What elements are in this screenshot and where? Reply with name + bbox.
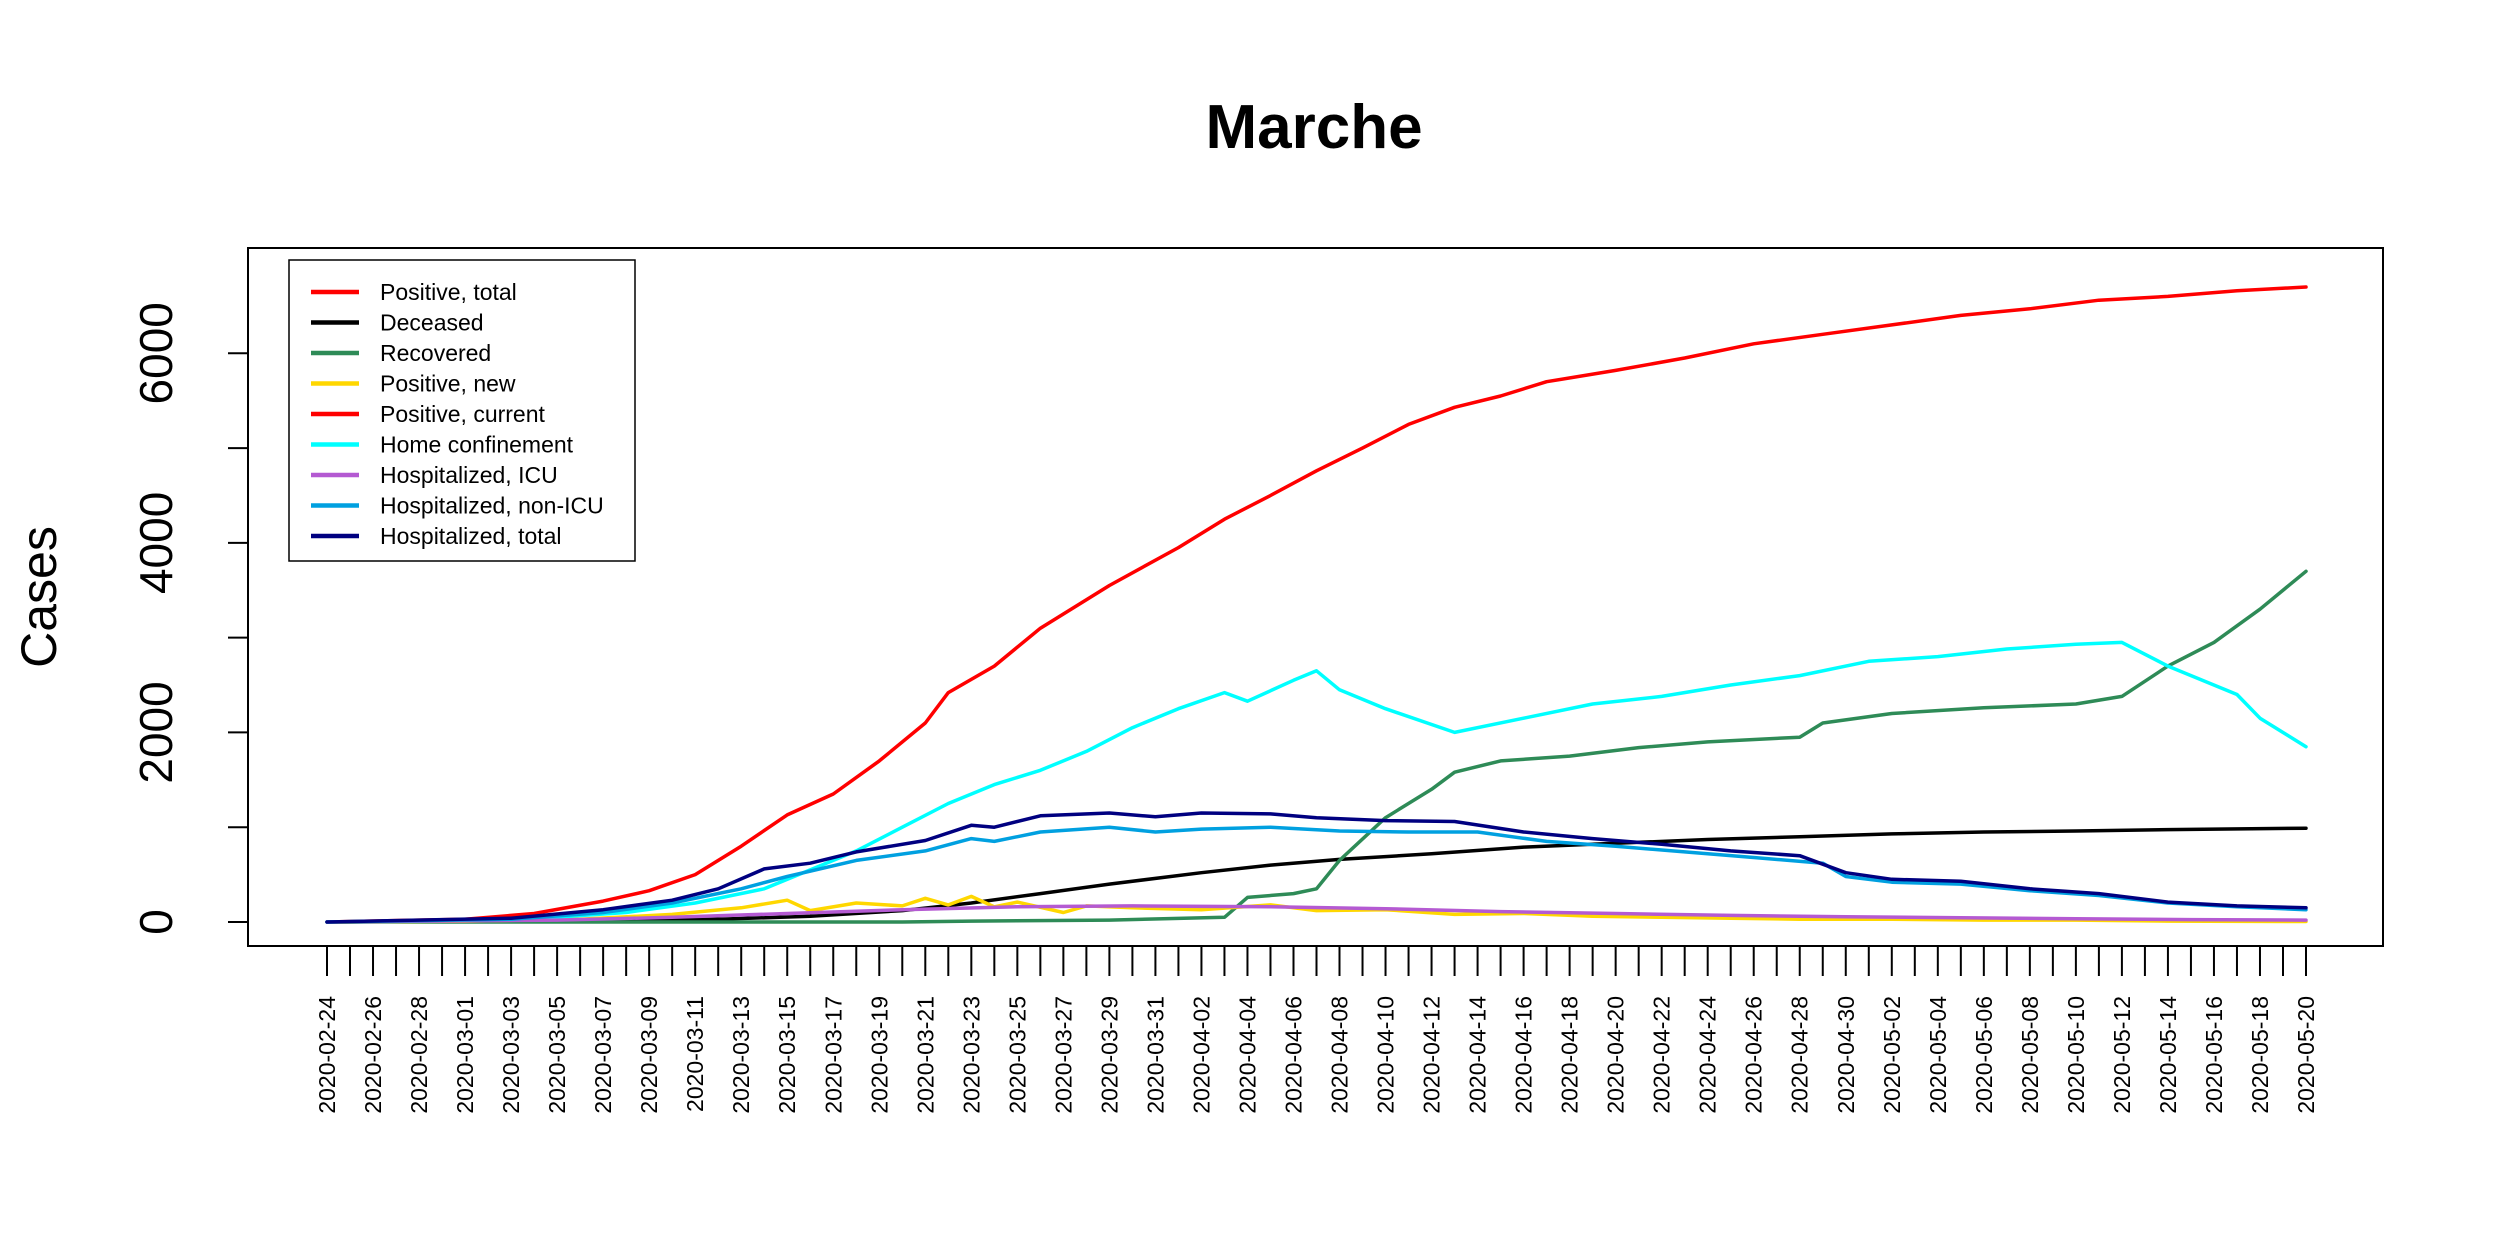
x-tick-label: 2020-03-27 [1050,996,1076,1114]
series-line-0 [325,285,2308,924]
legend-entry: Positive, total [380,279,517,305]
x-tick-label: 2020-04-20 [1603,996,1629,1114]
x-tick-label: 2020-03-09 [636,996,662,1114]
legend-entry: Hospitalized, ICU [380,462,558,488]
x-tick-label: 2020-03-07 [590,996,616,1114]
x-tick-label: 2020-03-05 [544,996,570,1114]
y-axis: 0 2000 4000 6000 [130,302,249,935]
x-tick-label: 2020-03-17 [820,996,846,1114]
series-line-8 [325,811,2308,924]
x-tick-label: 2020-03-15 [774,996,800,1114]
chart-title: Marche [1205,93,1422,162]
legend-entry: Deceased [380,310,484,336]
x-tick-label: 2020-03-21 [912,996,938,1114]
legend-entry: Recovered [380,340,491,366]
x-tick-label: 2020-05-02 [1879,996,1905,1114]
x-tick-label: 2020-04-08 [1327,996,1353,1114]
x-tick-label: 2020-03-23 [958,996,984,1114]
x-tick-label: 2020-05-04 [1925,996,1951,1114]
x-tick-label: 2020-04-14 [1465,996,1491,1114]
x-tick-label: 2020-05-12 [2109,996,2135,1114]
y-tick-label: 4000 [130,492,182,594]
x-tick-label: 2020-04-22 [1649,996,1675,1114]
x-tick-label: 2020-05-20 [2293,996,2319,1114]
x-tick-label: 2020-03-11 [682,996,708,1112]
x-tick-label: 2020-04-12 [1419,996,1445,1114]
series-layer [325,285,2308,924]
x-tick-label: 2020-04-30 [1833,996,1859,1114]
series-line-2 [325,569,2308,924]
x-tick-label: 2020-04-18 [1557,996,1583,1114]
x-tick-label: 2020-03-03 [498,996,524,1114]
x-tick-label: 2020-04-04 [1234,996,1260,1114]
x-axis: 2020-02-24 2020-02-26 2020-02-28 2020-03-01… [314,945,2319,1114]
x-tick-label: 2020-05-14 [2155,996,2181,1114]
x-tick-label: 2020-03-31 [1142,996,1168,1114]
series-line-5 [325,640,2308,924]
series-line-6 [325,904,2308,924]
y-tick-label: 6000 [130,302,182,404]
x-tick-label: 2020-02-24 [314,996,340,1114]
x-tick-label: 2020-04-26 [1741,996,1767,1114]
legend: Positive, total Deceased Recovered Positive… [288,259,636,562]
x-tick-label: 2020-04-06 [1280,996,1306,1114]
legend-box [288,259,636,562]
x-tick-label: 2020-03-29 [1096,996,1122,1114]
x-tick-label: 2020-05-06 [1971,996,1997,1114]
y-axis-label: Cases [11,526,67,668]
x-tick-label: 2020-02-26 [360,996,386,1114]
x-tick-label: 2020-03-19 [866,996,892,1114]
x-tick-label: 2020-03-13 [728,996,754,1114]
legend-entry: Positive, current [380,401,546,427]
legend-entry: Positive, new [380,371,516,397]
x-tick-label: 2020-04-10 [1373,996,1399,1114]
x-tick-label: 2020-02-28 [406,996,432,1114]
y-tick-label: 0 [130,909,182,935]
x-tick-label: 2020-05-16 [2201,996,2227,1114]
x-tick-label: 2020-04-28 [1787,996,1813,1114]
x-tick-label: 2020-05-18 [2247,996,2273,1114]
legend-entry: Home confinement [380,432,574,458]
legend-entry: Hospitalized, non-ICU [380,493,604,519]
x-tick-label: 2020-03-01 [452,996,478,1114]
x-tick-label: 2020-05-08 [2017,996,2043,1114]
series-line-7 [325,825,2308,924]
x-tick-label: 2020-05-10 [2063,996,2089,1114]
legend-entry: Hospitalized, total [380,523,562,549]
y-tick-label: 2000 [130,681,182,783]
x-tick-label: 2020-04-02 [1188,996,1214,1114]
x-tick-label: 2020-04-24 [1695,996,1721,1114]
x-tick-label: 2020-03-25 [1004,996,1030,1114]
x-tick-label: 2020-04-16 [1511,996,1537,1114]
